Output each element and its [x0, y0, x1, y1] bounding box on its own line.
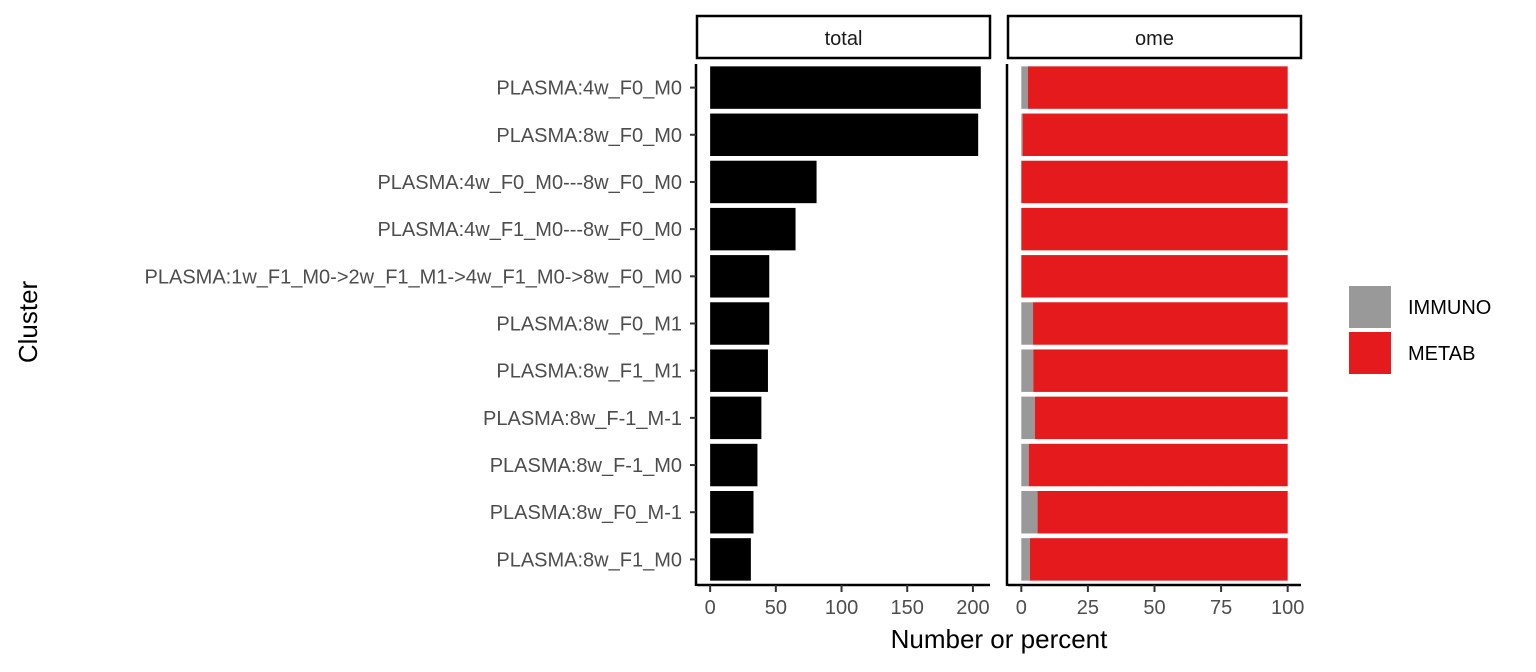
x-tick-label: 50	[1143, 597, 1165, 619]
y-tick-label: PLASMA:4w_F0_M0---8w_F0_M0	[377, 172, 682, 194]
y-axis: PLASMA:4w_F0_M0 PLASMA:8w_F0_M0 PLASMA:4w_…	[145, 78, 696, 571]
y-tick-label: PLASMA:8w_F0_M-1	[490, 502, 682, 524]
x-tick-label: 100	[1271, 597, 1304, 619]
bar	[1022, 113, 1288, 157]
y-tick-label: PLASMA:8w_F0_M1	[496, 314, 682, 336]
bar	[1029, 538, 1288, 581]
bar	[710, 207, 796, 251]
legend-key	[1349, 286, 1391, 328]
y-tick-label: PLASMA:8w_F1_M0	[496, 549, 682, 571]
y-tick-label: PLASMA:4w_F0_M0	[496, 78, 682, 100]
bar	[1021, 113, 1023, 157]
y-tick-label: PLASMA:8w_F-1_M-1	[483, 408, 682, 430]
x-tick-label: 50	[765, 597, 787, 619]
bar	[1021, 396, 1035, 440]
x-tick-label: 200	[956, 597, 989, 619]
x-tick-label: 0	[1016, 597, 1027, 619]
bar	[1027, 66, 1288, 109]
bar	[710, 66, 981, 109]
strip-label: ome	[1135, 28, 1174, 50]
bar	[710, 396, 762, 440]
x-axis-title: Number or percent	[891, 624, 1109, 654]
legend-label: IMMUNO	[1408, 297, 1491, 319]
bar	[1021, 490, 1038, 534]
y-tick-label: PLASMA:1w_F1_M0->2w_F1_M1->4w_F1_M0->8w_…	[145, 266, 682, 288]
bar	[1021, 66, 1028, 109]
bar	[710, 302, 770, 345]
bar	[1034, 396, 1288, 440]
y-tick-label: PLASMA:8w_F0_M0	[496, 125, 682, 147]
x-tick-label: 25	[1077, 597, 1099, 619]
y-tick-label: PLASMA:8w_F-1_M0	[490, 455, 682, 477]
bar	[1021, 349, 1034, 392]
y-tick-label: PLASMA:4w_F1_M0---8w_F0_M0	[377, 219, 682, 241]
bar	[710, 349, 768, 392]
bar	[710, 490, 754, 534]
x-tick-label: 100	[825, 597, 858, 619]
x-tick-label: 75	[1210, 597, 1232, 619]
bar	[1021, 255, 1288, 298]
legend: IMMUNO METAB	[1349, 286, 1491, 374]
strip-box	[1006, 14, 1303, 60]
bar	[710, 255, 770, 298]
facet-panels: total 0 50 100 150 200 ome 0 25 50 75 100	[694, 14, 1304, 619]
bar	[1021, 538, 1030, 581]
bar	[710, 538, 751, 581]
bar	[1037, 490, 1288, 534]
bar	[1033, 349, 1288, 392]
bar	[710, 113, 979, 157]
bar	[1033, 302, 1288, 345]
bar	[1021, 443, 1029, 487]
facet-panel-ome: ome 0 25 50 75 100	[1005, 14, 1304, 619]
y-axis-title: Cluster	[13, 280, 43, 363]
y-tick-label: PLASMA:8w_F1_M1	[496, 361, 682, 383]
legend-key	[1349, 332, 1391, 374]
strip-box	[695, 14, 992, 60]
bar	[1021, 160, 1288, 204]
facet-panel-total: total 0 50 100 150 200	[694, 14, 992, 619]
bar	[710, 443, 758, 487]
bar	[1021, 207, 1288, 251]
x-tick-label: 150	[891, 597, 924, 619]
x-tick-label: 0	[705, 597, 716, 619]
bar	[1021, 302, 1034, 345]
strip-label: total	[825, 28, 863, 50]
bar	[710, 160, 817, 204]
bar	[1028, 443, 1288, 487]
legend-label: METAB	[1408, 343, 1475, 365]
